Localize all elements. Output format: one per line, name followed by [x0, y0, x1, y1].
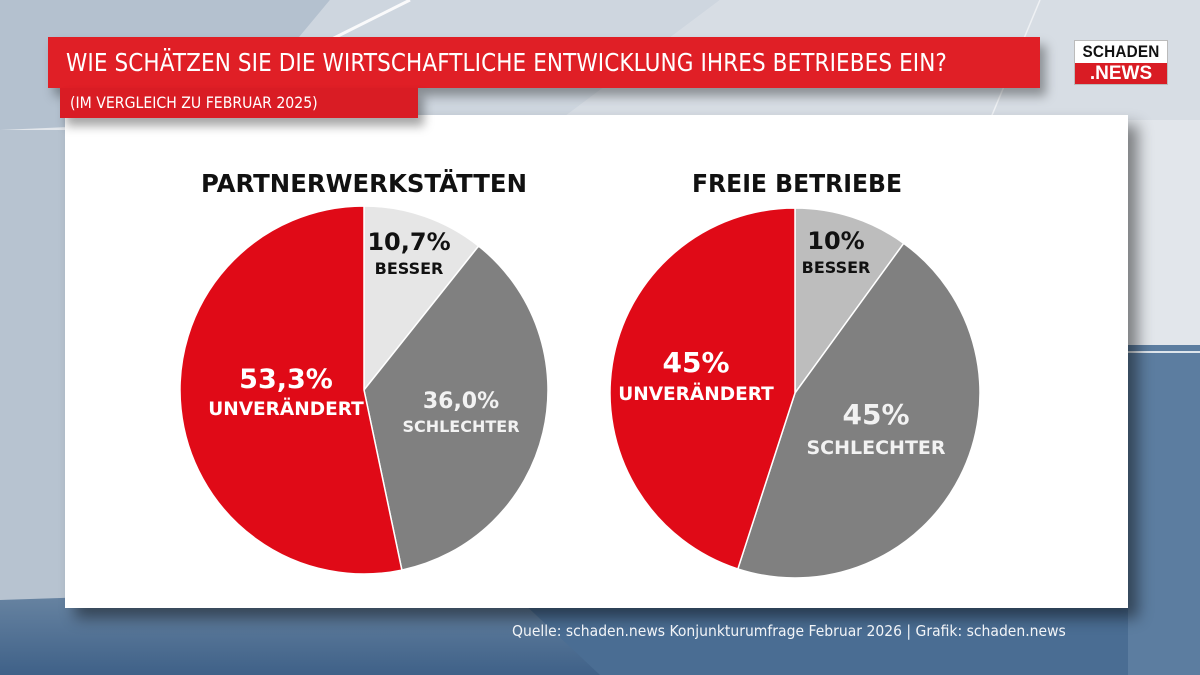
slice-category-label: UNVERÄNDERT — [208, 398, 364, 420]
slice-value-label: 45% — [662, 346, 729, 379]
pie-slice-besser — [794, 207, 905, 396]
slice-value-label: 36,0% — [423, 389, 499, 414]
slice-category-label: BESSER — [375, 259, 444, 278]
slice-category-label: SCHLECHTER — [402, 417, 519, 436]
pie-slice-schlechter — [736, 242, 981, 579]
slice-value-label: 10% — [807, 227, 864, 255]
slice-value-label: 10,7% — [367, 228, 450, 256]
slice-category-label: BESSER — [802, 258, 871, 277]
slice-category-label: SCHLECHTER — [806, 437, 945, 459]
pie-slice-unveraendert — [609, 207, 796, 570]
source-credit: Quelle: schaden.news Konjunkturumfrage F… — [512, 622, 1066, 640]
slice-value-label: 53,3% — [239, 364, 333, 395]
slice-value-label: 45% — [842, 398, 909, 431]
page-subtitle: (IM VERGLEICH ZU FEBRUAR 2025) — [70, 93, 318, 112]
slice-category-label: UNVERÄNDERT — [618, 383, 774, 405]
subtitle-bar: (IM VERGLEICH ZU FEBRUAR 2025) — [60, 88, 418, 118]
pie-slice-unveraendert — [179, 205, 403, 575]
page-title: WIE SCHÄTZEN SIE DIE WIRTSCHAFTLICHE ENT… — [66, 48, 947, 77]
schaden-news-logo[interactable]: SCHADEN .NEWS — [1074, 40, 1168, 85]
pie-slice-schlechter — [363, 244, 549, 571]
logo-top-text: SCHADEN — [1079, 41, 1163, 63]
pie-slice-besser — [363, 205, 480, 393]
title-bar: WIE SCHÄTZEN SIE DIE WIRTSCHAFTLICHE ENT… — [48, 37, 1040, 88]
pie-chart-partnerwerkstaetten: PARTNERWERKSTÄTTEN 10,7% BESSER 36,0% SCHLE… — [179, 168, 549, 575]
pie-chart-freie-betriebe: FREIE BETRIEBE 10% BESSER 45% SCHLECHTER 45%… — [609, 169, 981, 579]
pie-title: PARTNERWERKSTÄTTEN — [201, 168, 527, 198]
logo-bottom-text: .NEWS — [1075, 63, 1167, 84]
pie-title: FREIE BETRIEBE — [692, 169, 902, 198]
